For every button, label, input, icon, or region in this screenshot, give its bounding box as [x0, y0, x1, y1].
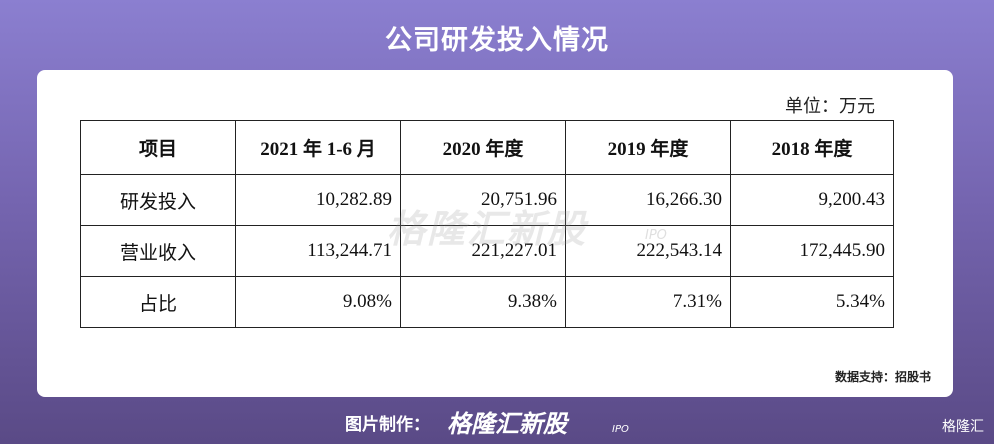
cell: 172,445.90: [730, 225, 894, 277]
table-body: 研发投入 10,282.89 20,751.96 16,266.30 9,200.43 营…: [80, 174, 894, 328]
card: 单位：万元 项目 2021 年 1-6 月 2020 年度 2019 年度 2018 年…: [37, 70, 953, 397]
cell: 20,751.96: [400, 174, 566, 226]
footer-logo: 格隆汇新股: [447, 410, 567, 438]
data-table: 项目 2021 年 1-6 月 2020 年度 2019 年度 2018 年度 研发投入…: [80, 120, 894, 328]
column-header: 2020 年度: [400, 120, 566, 175]
cell: 113,244.71: [235, 225, 401, 277]
column-header: 项目: [80, 120, 236, 175]
table-row: 研发投入 10,282.89 20,751.96 16,266.30 9,200.43: [80, 174, 894, 226]
column-header: 2021 年 1-6 月: [235, 120, 401, 175]
cell: 222,543.14: [565, 225, 731, 277]
header-row: 项目 2021 年 1-6 月 2020 年度 2019 年度 2018 年度: [80, 120, 894, 175]
cell: 9.08%: [235, 276, 401, 328]
footer-credit: 图片制作：: [345, 415, 430, 435]
cell: 10,282.89: [235, 174, 401, 226]
title: 公司研发投入情况: [385, 25, 609, 56]
table-row: 营业收入 113,244.71 221,227.01 222,543.14 172,44…: [80, 225, 894, 277]
cell: 5.34%: [730, 276, 894, 328]
table-row: 占比 9.08% 9.38% 7.31% 5.34%: [80, 276, 894, 328]
footer-tag: IPO: [612, 424, 629, 435]
row-label: 占比: [80, 276, 236, 328]
cell: 9,200.43: [730, 174, 894, 226]
source-note: 数据支持：招股书: [834, 370, 931, 384]
unit-label: 单位：万元: [785, 96, 875, 117]
cell: 221,227.01: [400, 225, 566, 277]
brand: 格隆汇: [942, 419, 984, 435]
column-header: 2019 年度: [565, 120, 731, 175]
row-label: 营业收入: [80, 225, 236, 277]
cell: 16,266.30: [565, 174, 731, 226]
cell: 7.31%: [565, 276, 731, 328]
cell: 9.38%: [400, 276, 566, 328]
row-label: 研发投入: [80, 174, 236, 226]
column-header: 2018 年度: [730, 120, 894, 175]
watermark-tag: IPO: [645, 228, 667, 243]
